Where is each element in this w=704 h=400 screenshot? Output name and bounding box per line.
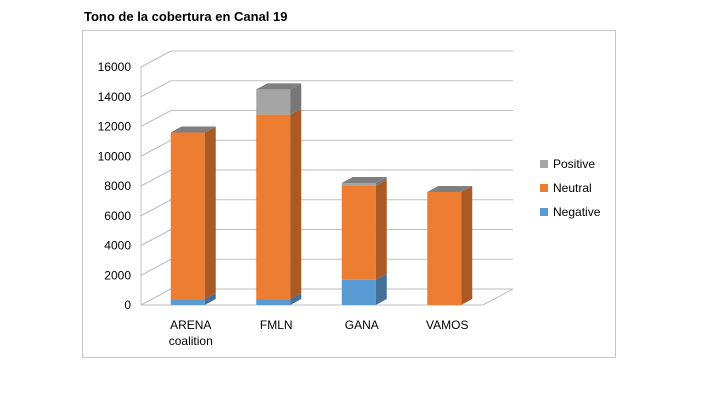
chart-frame	[82, 30, 616, 358]
y-tick-label-7: 14000	[98, 90, 132, 104]
grid-diagonal-6	[140, 110, 172, 127]
legend: Positive Neutral Negative	[540, 157, 601, 219]
bar-side-3-neutral	[461, 185, 473, 305]
bar-0-negative	[170, 299, 205, 305]
legend-swatch-negative	[540, 208, 548, 216]
y-tick-label-1: 2000	[104, 268, 131, 282]
bar-top-1	[256, 83, 302, 90]
grid-diagonal-3	[140, 199, 172, 217]
bar-side-0-neutral	[204, 126, 216, 300]
bar-1-positive	[256, 89, 291, 115]
legend-label-positive: Positive	[553, 157, 595, 171]
bar-side-0-negative	[204, 293, 216, 305]
category-label-0: ARENA coalition	[169, 318, 213, 348]
bar-2-positive	[341, 183, 376, 186]
bar-layer	[170, 83, 473, 305]
floor-right-edge	[482, 288, 514, 306]
category-label-2: GANA	[345, 318, 379, 332]
grid-diagonal-8	[140, 50, 172, 68]
grid-diagonal-7	[140, 80, 172, 98]
grid-diagonal-0	[140, 288, 172, 306]
bar-side-2-neutral	[375, 180, 387, 280]
y-tick-label-8: 16000	[98, 60, 132, 74]
legend-swatch-positive	[540, 160, 548, 168]
y-axis-ticks: 0 2000 4000 6000 8000 10000 12000 14000 16000	[98, 60, 132, 312]
bar-2-negative	[341, 279, 376, 305]
y-tick-label-2: 4000	[104, 239, 131, 253]
grid-diagonal-4	[140, 169, 172, 187]
bar-2-neutral	[341, 186, 376, 280]
grid-diagonal-5	[140, 139, 172, 157]
y-tick-label-5: 10000	[98, 149, 132, 163]
grid-diagonal-1	[140, 258, 172, 276]
bar-top-0	[170, 126, 216, 133]
y-tick-label-4: 8000	[104, 179, 131, 193]
bar-side-2-positive	[375, 177, 387, 186]
legend-swatch-neutral	[540, 184, 548, 192]
bar-top-3	[427, 185, 473, 192]
bar-side-2-negative	[375, 273, 387, 305]
y-tick-label-0: 0	[124, 298, 131, 312]
bar-side-1-positive	[290, 83, 302, 115]
legend-label-neutral: Neutral	[553, 181, 592, 195]
bar-1-neutral	[256, 114, 291, 300]
bar-3-neutral	[427, 191, 462, 305]
grid-diagonal-2	[140, 229, 172, 246]
chart-title: Tono de la cobertura en Canal 19	[84, 9, 288, 24]
bar-top-2	[341, 177, 387, 184]
category-label-3: VAMOS	[426, 318, 468, 332]
category-label-1: FMLN	[260, 318, 293, 332]
x-axis-categories: ARENA coalition FMLN GANA VAMOS	[169, 318, 469, 348]
bar-side-1-negative	[290, 293, 302, 305]
y-tick-label-6: 12000	[98, 120, 132, 134]
y-tick-label-3: 6000	[104, 209, 131, 223]
bar-1-negative	[256, 299, 291, 305]
legend-label-negative: Negative	[553, 205, 601, 219]
bar-0-neutral	[170, 132, 205, 300]
bar-side-1-neutral	[290, 108, 302, 300]
